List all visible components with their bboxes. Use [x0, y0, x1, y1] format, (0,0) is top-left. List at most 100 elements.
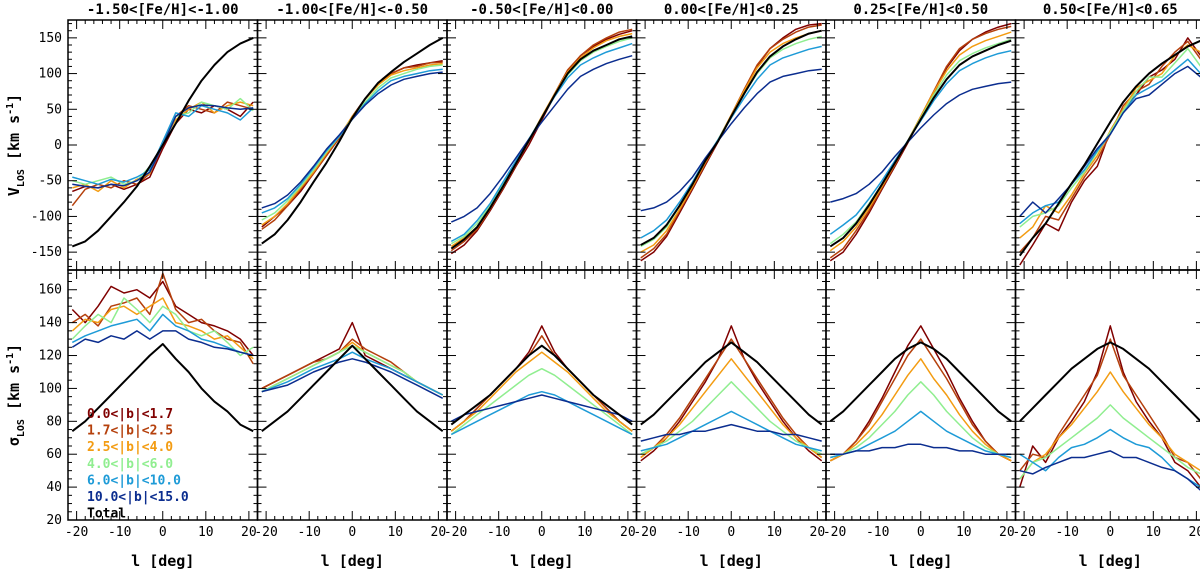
x-tick-label: -10 [866, 525, 889, 540]
y-tick-label: 140 [39, 316, 62, 331]
series-line-1.7<|b|<2.5 [450, 28, 633, 252]
series-line-10.0<|b|<15.0 [830, 443, 1012, 455]
series-line-Total [261, 37, 444, 245]
x-tick-label: 0 [917, 525, 925, 540]
series-line-4.0<|b|<6.0 [1019, 404, 1200, 480]
series-line-2.5<|b|<4.0 [450, 351, 633, 432]
series-group [640, 22, 822, 262]
x-tick-label: -10 [1055, 525, 1078, 540]
x-tick-label: 10 [1145, 525, 1161, 540]
x-tick-label: -20 [444, 525, 467, 540]
x-axis-title: l [deg] [321, 552, 384, 570]
y-tick-label: 120 [39, 349, 62, 364]
series-line-10.0<|b|<15.0 [1019, 65, 1200, 217]
y-axis-title-part: ] [5, 344, 23, 353]
panel-r1-c2: -1.00<[Fe/H]<-0.50 [256, 2, 448, 271]
column-title: -0.50<[Fe/H]<0.00 [470, 2, 613, 18]
panel-frame [1014, 269, 1200, 521]
legend-label: 6.0<|b|<10.0 [87, 473, 181, 488]
y-axis-title-part: [km s [5, 115, 23, 169]
series-line-2.5<|b|<4.0 [261, 62, 443, 226]
series-group [261, 321, 444, 432]
series-line-4.0<|b|<6.0 [450, 37, 633, 245]
y-axis-title-part: LOS [16, 169, 27, 187]
y-tick-label: 80 [46, 414, 62, 429]
series-line-10.0<|b|<15.0 [640, 68, 822, 212]
x-axis-title: l [deg] [131, 552, 194, 570]
series-line-Total [450, 344, 633, 426]
x-tick-label: 20 [999, 525, 1015, 540]
x-tick-label: 20 [620, 525, 636, 540]
series-line-6.0<|b|<10.0 [261, 68, 443, 214]
x-tick-label: 10 [577, 525, 593, 540]
series-line-6.0<|b|<10.0 [830, 410, 1012, 459]
x-tick-label: 0 [538, 525, 546, 540]
legend-label: 4.0<|b|<6.0 [87, 457, 173, 472]
panel-r1-c6: 0.50<[Fe/H]<0.65 [1014, 2, 1200, 271]
panel-r2-c5: -20 -10 0 10 20 l [deg] [823, 269, 1017, 570]
series-line-4.0<|b|<6.0 [261, 344, 444, 396]
panel-frame [825, 269, 1017, 521]
series-line-6.0<|b|<10.0 [71, 313, 254, 357]
y-tick-label: 100 [39, 381, 62, 396]
series-line-10.0<|b|<15.0 [1019, 450, 1200, 491]
series-line-1.7<|b|<2.5 [450, 335, 633, 432]
series-line-2.5<|b|<4.0 [1019, 44, 1200, 239]
series-line-10.0<|b|<15.0 [71, 330, 254, 357]
series-line-6.0<|b|<10.0 [829, 49, 1012, 235]
series-group [1019, 325, 1200, 491]
x-tick-label: -20 [823, 525, 846, 540]
series-line-2.5<|b|<4.0 [640, 358, 823, 459]
y-tick-label: -50 [39, 174, 62, 189]
series-group [640, 325, 823, 462]
y-axis-title: σLOS [km s-1] [5, 344, 27, 446]
series-line-0.0<|b|<1.7 [1019, 325, 1200, 488]
x-tick-label: -10 [108, 525, 131, 540]
x-tick-label: 0 [1106, 525, 1114, 540]
x-axis-title: l [deg] [510, 552, 573, 570]
series-line-1.7<|b|<2.5 [261, 61, 443, 230]
series-line-6.0<|b|<10.0 [72, 104, 254, 186]
series-line-2.5<|b|<4.0 [71, 297, 254, 360]
series-line-Total [1018, 39, 1200, 257]
series-line-0.0<|b|<1.7 [640, 325, 823, 462]
series-line-6.0<|b|<10.0 [450, 42, 633, 243]
series-group [1018, 37, 1200, 266]
x-tick-label: -20 [633, 525, 656, 540]
series-line-6.0<|b|<10.0 [640, 45, 822, 239]
series-group [450, 28, 633, 255]
series-group [71, 36, 254, 248]
x-tick-label: 20 [241, 525, 257, 540]
x-tick-label: -20 [254, 525, 277, 540]
column-title: 0.00<[Fe/H]<0.25 [664, 2, 799, 18]
series-line-Total [1019, 341, 1200, 423]
y-axis-title-part: LOS [16, 419, 27, 437]
series-line-6.0<|b|<10.0 [640, 410, 822, 452]
series-line-2.5<|b|<4.0 [261, 341, 444, 396]
panel-frame [635, 269, 827, 521]
panel-r2-c1: -20 -10 0 10 20 l [deg] 20 40 60 80 100 120 140 160 [39, 269, 259, 570]
column-title: 0.50<[Fe/H]<0.65 [1043, 2, 1178, 18]
y-tick-label: 0 [54, 138, 62, 153]
panel-r2-c3: -20 -10 0 10 20 l [deg] [444, 269, 638, 570]
series-line-Total [261, 344, 444, 432]
y-tick-label: 60 [46, 447, 62, 462]
series-line-Total [640, 341, 823, 426]
x-tick-label: 0 [348, 525, 356, 540]
panel-r1-c4: 0.00<[Fe/H]<0.25 [635, 2, 827, 271]
legend: 0.0<|b|<1.7 1.7<|b|<2.52.5<|b|<4.0 4.0<|b|… [87, 407, 189, 522]
y-axis-title-part: -1 [5, 103, 16, 115]
y-axis-title: VLOS [km s-1] [5, 94, 27, 196]
series-line-10.0<|b|<15.0 [450, 54, 633, 223]
series-line-10.0<|b|<15.0 [261, 358, 444, 399]
legend-label: Total [87, 507, 126, 522]
series-line-Total [640, 29, 822, 246]
x-tick-label: 0 [159, 525, 167, 540]
y-axis-title-part: -1 [5, 353, 16, 365]
legend-label: 2.5<|b|<4.0 [87, 440, 173, 455]
series-line-1.7<|b|<2.5 [261, 338, 444, 396]
x-tick-label: -10 [487, 525, 510, 540]
series-group [450, 325, 633, 436]
